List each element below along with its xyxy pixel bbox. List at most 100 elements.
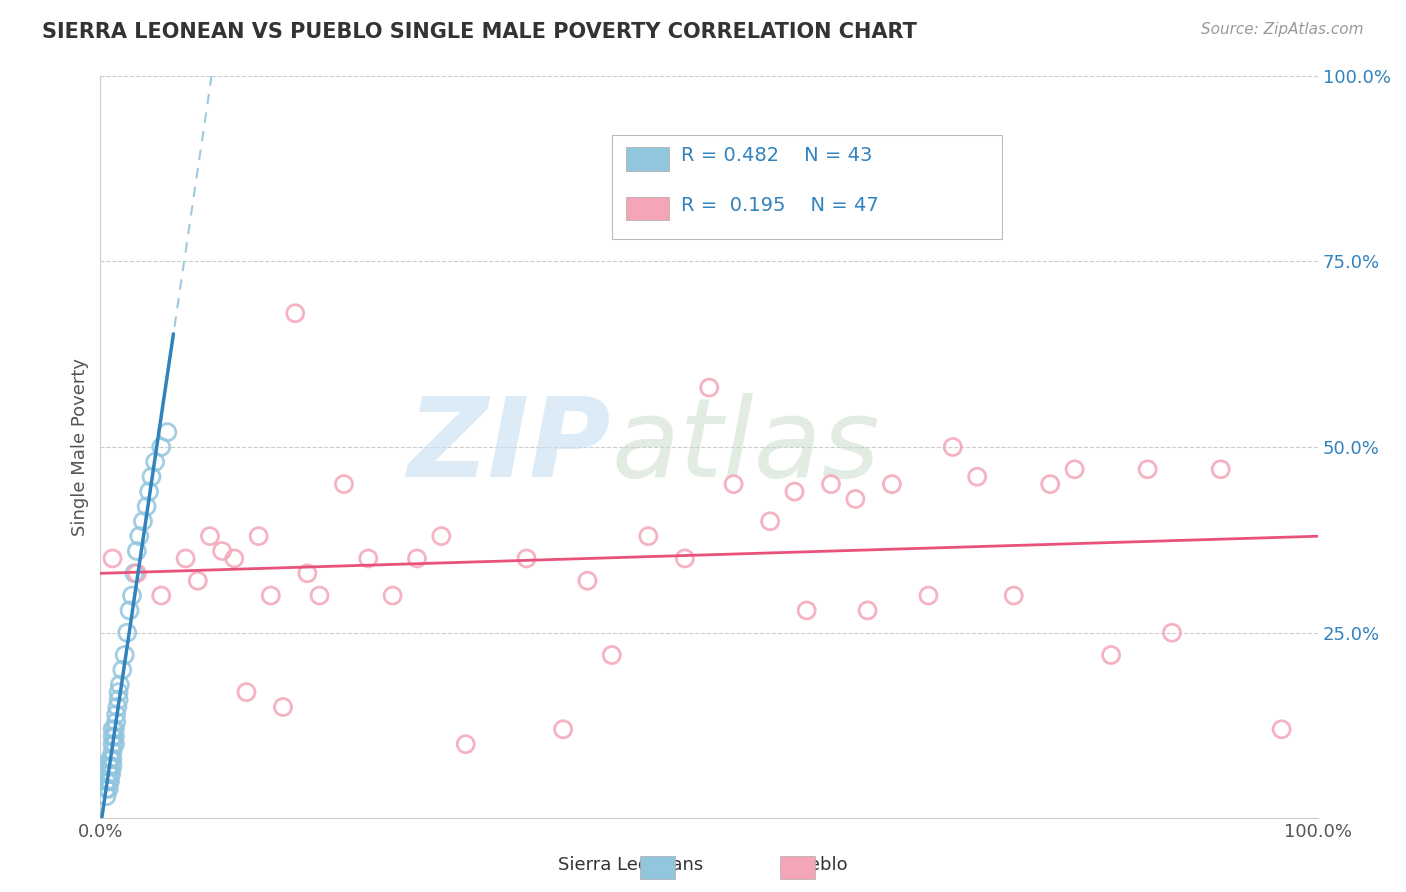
Point — [101, 745, 124, 759]
Point — [104, 723, 127, 737]
Point — [97, 774, 120, 789]
Point — [101, 752, 124, 766]
Point — [297, 566, 319, 581]
Point — [1039, 477, 1062, 491]
Point — [101, 723, 124, 737]
Point — [1161, 625, 1184, 640]
Point — [357, 551, 380, 566]
Text: Source: ZipAtlas.com: Source: ZipAtlas.com — [1201, 22, 1364, 37]
Point — [759, 514, 782, 528]
Point — [98, 752, 121, 766]
Text: SIERRA LEONEAN VS PUEBLO SINGLE MALE POVERTY CORRELATION CHART: SIERRA LEONEAN VS PUEBLO SINGLE MALE POV… — [42, 22, 917, 42]
Point — [454, 737, 477, 751]
Point — [98, 759, 121, 773]
Point — [105, 700, 128, 714]
Point — [125, 566, 148, 581]
Point — [406, 551, 429, 566]
Point — [783, 484, 806, 499]
Point — [143, 455, 166, 469]
Point — [97, 781, 120, 796]
Point — [333, 477, 356, 491]
Text: ZIP: ZIP — [408, 393, 612, 500]
Point — [100, 752, 122, 766]
Point — [101, 737, 124, 751]
Point — [107, 685, 129, 699]
Point — [856, 603, 879, 617]
Point — [235, 685, 257, 699]
Point — [880, 477, 903, 491]
Point — [125, 544, 148, 558]
Point — [576, 574, 599, 588]
Point — [1099, 648, 1122, 662]
Text: R =  0.195    N = 47: R = 0.195 N = 47 — [682, 196, 879, 215]
Point — [211, 544, 233, 558]
Point — [1002, 589, 1025, 603]
Point — [553, 723, 575, 737]
Text: Pueblo: Pueblo — [787, 856, 848, 874]
Point — [138, 484, 160, 499]
Point — [107, 692, 129, 706]
Text: atlas: atlas — [612, 393, 880, 500]
Point — [637, 529, 659, 543]
Y-axis label: Single Male Poverty: Single Male Poverty — [72, 358, 89, 536]
Text: R = 0.482    N = 43: R = 0.482 N = 43 — [682, 146, 873, 165]
Point — [271, 700, 294, 714]
Point — [100, 767, 122, 781]
Point — [187, 574, 209, 588]
Point — [260, 589, 283, 603]
Point — [104, 730, 127, 744]
Point — [104, 737, 127, 751]
FancyBboxPatch shape — [627, 196, 669, 220]
FancyBboxPatch shape — [627, 147, 669, 170]
Point — [98, 774, 121, 789]
Point — [150, 589, 173, 603]
Point — [600, 648, 623, 662]
Point — [101, 730, 124, 744]
Point — [284, 306, 307, 320]
Point — [942, 440, 965, 454]
Point — [141, 469, 163, 483]
Point — [128, 529, 150, 543]
Point — [118, 603, 141, 617]
Point — [966, 469, 988, 483]
Point — [96, 781, 118, 796]
Point — [723, 477, 745, 491]
Point — [108, 678, 131, 692]
Point — [121, 589, 143, 603]
Point — [135, 500, 157, 514]
Point — [101, 551, 124, 566]
Point — [150, 440, 173, 454]
Point — [111, 663, 134, 677]
Point — [1063, 462, 1085, 476]
Point — [156, 425, 179, 439]
Point — [673, 551, 696, 566]
Point — [114, 648, 136, 662]
Point — [308, 589, 330, 603]
Point — [124, 566, 146, 581]
Point — [1271, 723, 1294, 737]
Point — [97, 759, 120, 773]
Point — [430, 529, 453, 543]
Text: Sierra Leoneans: Sierra Leoneans — [558, 856, 703, 874]
Point — [697, 380, 720, 394]
Point — [224, 551, 246, 566]
Point — [247, 529, 270, 543]
Point — [132, 514, 155, 528]
Point — [105, 707, 128, 722]
Point — [105, 714, 128, 729]
Point — [96, 774, 118, 789]
Point — [98, 767, 121, 781]
Point — [198, 529, 221, 543]
Point — [1209, 462, 1232, 476]
Point — [174, 551, 197, 566]
Point — [101, 759, 124, 773]
Point — [381, 589, 404, 603]
Point — [796, 603, 818, 617]
Point — [115, 625, 138, 640]
Point — [97, 767, 120, 781]
Point — [844, 491, 866, 506]
Point — [820, 477, 842, 491]
Point — [1136, 462, 1159, 476]
Point — [96, 789, 118, 804]
Point — [917, 589, 939, 603]
